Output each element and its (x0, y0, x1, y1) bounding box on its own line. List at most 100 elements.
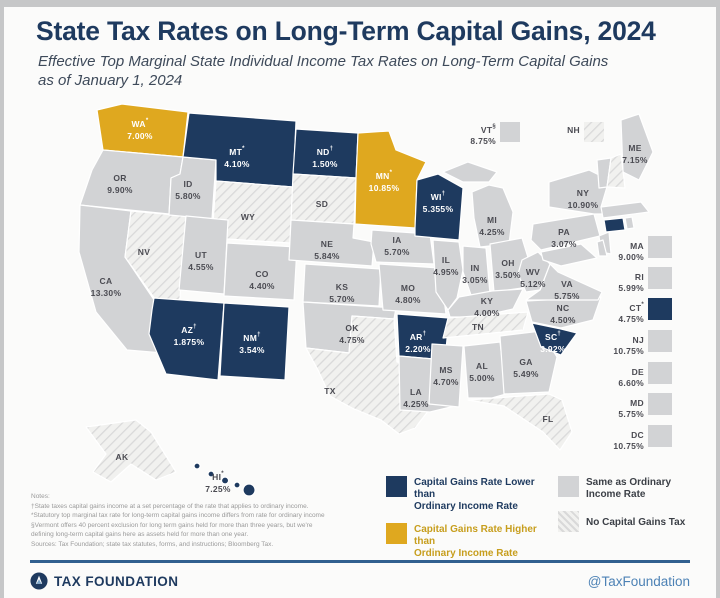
state-label-id: ID (183, 179, 192, 189)
state-label-ga: GA (519, 357, 532, 367)
state-value-mi: 4.25% (479, 227, 505, 237)
state-value-az: 1.875% (174, 337, 205, 347)
state-al (463, 341, 507, 399)
state-value-mo: 4.80% (395, 295, 421, 305)
state-value-ri: 5.99% (618, 283, 644, 293)
state-label-az: AZ† (181, 324, 197, 335)
state-swatch-dc (648, 425, 672, 447)
state-hi (193, 462, 256, 497)
state-label-ma: MA (630, 241, 644, 251)
state-value-ma: 9.00% (618, 252, 644, 262)
state-value-ny: 10.90% (568, 200, 599, 210)
state-value-ok: 4.75% (339, 335, 365, 345)
state-label-ks: KS (336, 282, 348, 292)
brand: TAX FOUNDATION (30, 572, 178, 590)
state-swatch-vt (500, 122, 520, 142)
state-label-ok: OK (345, 323, 359, 333)
state-value-mn: 10.85% (369, 183, 400, 193)
state-label-sd: SD (316, 199, 328, 209)
state-value-la: 4.25% (403, 399, 429, 409)
state-de (596, 239, 608, 257)
state-ri (624, 216, 635, 230)
state-label-nh: NH (567, 125, 580, 135)
state-value-dc: 10.75% (613, 441, 644, 451)
twitter-handle[interactable]: @TaxFoundation (587, 573, 690, 589)
state-value-ca: 13.30% (91, 288, 122, 298)
legend-label-higher-line1: Capital Gains Rate Higher than (414, 524, 537, 547)
legend-label-none-line1: No Capital Gains Tax (586, 517, 686, 528)
state-value-wa: 7.00% (127, 131, 153, 141)
legend-swatch-lower (386, 476, 407, 497)
state-value-va: 5.75% (554, 291, 580, 301)
state-value-ms: 4.70% (433, 377, 459, 387)
state-value-md: 5.75% (618, 409, 644, 419)
state-value-wi: 5.355% (423, 204, 454, 214)
state-swatch-md (648, 393, 672, 415)
state-label-al: AL (476, 361, 488, 371)
state-label-sc: SC† (545, 331, 561, 342)
legend-label-higher-line2: Ordinary Income Rate (414, 548, 518, 559)
legend-label-same-line1: Same as Ordinary (586, 477, 672, 488)
note-line: Sources: Tax Foundation; state tax statu… (31, 540, 274, 548)
state-value-ct: 4.75% (618, 314, 644, 324)
state-swatch-ri (648, 267, 672, 289)
state-label-mi: MI (487, 215, 497, 225)
state-value-co: 4.40% (249, 281, 275, 291)
state-label-va: VA (561, 279, 573, 289)
state-swatch-ct (648, 298, 672, 320)
state-swatch-de (648, 362, 672, 384)
state-label-mo: MO (401, 283, 415, 293)
state-label-vt: VT§ (481, 124, 496, 135)
state-value-id: 5.80% (175, 191, 201, 201)
state-label-ca: CA (100, 276, 113, 286)
tax-foundation-logo-icon (30, 572, 48, 590)
state-mo (378, 263, 447, 315)
state-value-nd: 1.50% (312, 159, 338, 169)
note-line: §Vermont offers 40 percent exclusion for… (31, 521, 313, 529)
note-line: *Statutory top marginal tax rate for lon… (31, 512, 325, 520)
state-label-nj: NJ (633, 335, 644, 345)
state-value-ne: 5.84% (314, 251, 340, 261)
state-md (540, 243, 598, 267)
state-label-wv: WV (526, 267, 540, 277)
footnotes: Notes: †State taxes capital gains income… (31, 492, 386, 550)
state-swatch-nh (584, 122, 604, 142)
state-label-la: LA (410, 387, 422, 397)
state-pa (530, 213, 601, 251)
state-label-ky: KY (481, 296, 493, 306)
note-line: †State taxes capital gains income at a s… (31, 502, 309, 510)
state-tn (442, 311, 529, 339)
state-wi (414, 173, 464, 241)
state-label-wa: WA* (132, 118, 149, 129)
state-label-nc: NC (557, 303, 570, 313)
state-value-ks: 5.70% (329, 294, 355, 304)
state-label-hi: HI* (212, 471, 224, 482)
state-label-ar: AR† (410, 331, 427, 342)
state-label-ct: CT* (629, 302, 644, 313)
legend-right-column: Same as Ordinary Income Rate No Capital … (558, 476, 708, 542)
legend-label-lower-line1: Capital Gains Rate Lower than (414, 477, 535, 500)
state-value-ut: 4.55% (188, 262, 214, 272)
state-value-wv: 5.12% (520, 279, 546, 289)
state-label-ms: MS (439, 365, 452, 375)
state-label-me: ME (628, 143, 641, 153)
page-title: State Tax Rates on Long-Term Capital Gai… (36, 16, 656, 46)
state-value-in: 3.05% (462, 275, 488, 285)
state-label-wy: WY (241, 212, 255, 222)
state-label-tx: TX (324, 386, 335, 396)
state-label-mn: MN* (376, 170, 393, 181)
state-value-ga: 5.49% (513, 369, 539, 379)
state-label-or: OR (113, 173, 126, 183)
state-value-ia: 5.70% (384, 247, 410, 257)
brand-name: TAX FOUNDATION (54, 573, 179, 589)
page-subtitle: Effective Top Marginal State Individual … (38, 53, 609, 89)
state-ks (302, 263, 382, 307)
state-label-pa: PA (558, 227, 570, 237)
legend-item-higher: Capital Gains Rate Higher than Ordinary … (386, 523, 558, 560)
state-label-nd: ND† (317, 146, 334, 157)
state-il (432, 239, 464, 311)
state-value-sc: 3.92% (540, 344, 566, 354)
state-value-nc: 4.50% (550, 315, 576, 325)
state-label-md: MD (630, 398, 644, 408)
